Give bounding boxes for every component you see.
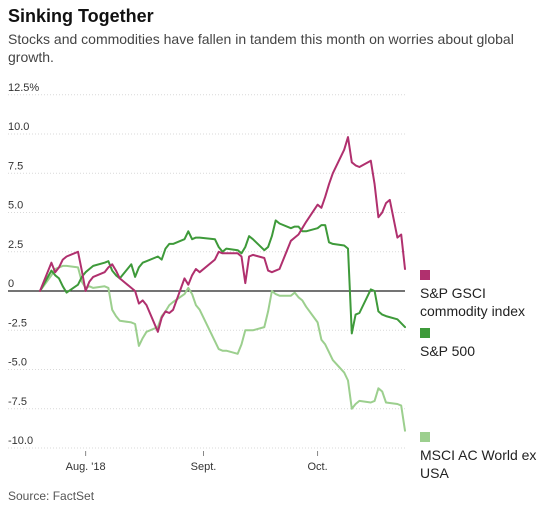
x-tick-label: Sept. — [191, 461, 217, 473]
msci-line — [39, 264, 406, 432]
legend-swatch-gsci — [420, 270, 430, 280]
y-tick-label: 12.5% — [8, 82, 39, 94]
legend-label-gsci: S&P GSCI commodity index — [420, 285, 526, 319]
gsci-line — [39, 136, 406, 333]
y-tick-label: 2.5 — [8, 239, 23, 251]
x-tick-label: Aug. '18 — [66, 461, 106, 473]
y-axis-labels: 12.5% 10.0 7.5 5.0 2.5 0 -2.5 -5.0 -7.5 -10.0 — [8, 82, 39, 447]
y-tick-label: 5.0 — [8, 200, 23, 212]
legend-label-msci: MSCI AC World ex USA — [420, 447, 537, 481]
legend-item-sp500: S&P 500 — [420, 324, 553, 360]
chart-subtitle: Stocks and commodities have fallen in ta… — [8, 31, 514, 65]
y-tick-label: -10.0 — [8, 435, 33, 447]
gridlines — [8, 94, 405, 449]
chart-title: Sinking Together — [8, 6, 154, 26]
source-note: Source: FactSet — [8, 489, 95, 503]
y-tick-label: 10.0 — [8, 121, 29, 133]
x-axis: Aug. '18 Sept. Oct. — [66, 451, 328, 473]
y-tick-label: -7.5 — [8, 396, 27, 408]
legend-item-gsci: S&P GSCI commodity index — [420, 266, 553, 320]
x-tick-label: Oct. — [307, 461, 327, 473]
y-tick-label: -5.0 — [8, 357, 27, 369]
y-tick-label: 0 — [8, 278, 14, 290]
legend-label-sp500: S&P 500 — [420, 343, 476, 359]
legend-swatch-sp500 — [420, 328, 430, 338]
sp500-line — [39, 219, 406, 335]
y-tick-label: 7.5 — [8, 160, 23, 172]
legend-item-msci: MSCI AC World ex USA — [420, 428, 553, 482]
y-tick-label: -2.5 — [8, 317, 27, 329]
legend-swatch-msci — [420, 432, 430, 442]
series-lines — [39, 136, 406, 432]
